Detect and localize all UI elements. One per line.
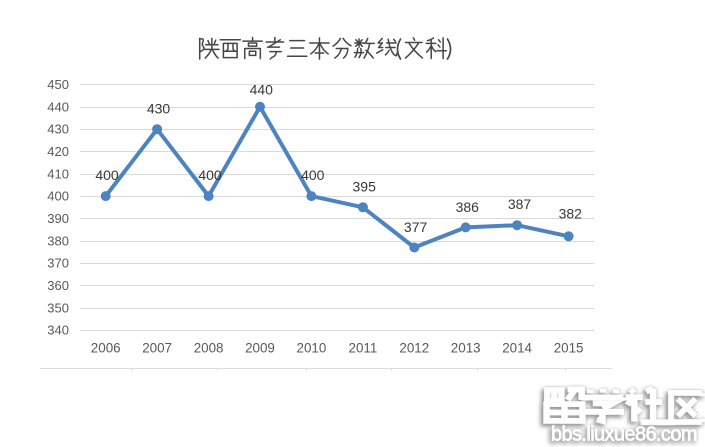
svg-text:360: 360 — [47, 278, 69, 293]
svg-text:2015: 2015 — [554, 341, 584, 356]
svg-text:400: 400 — [95, 167, 119, 183]
svg-text:440: 440 — [250, 82, 274, 98]
svg-text:370: 370 — [47, 256, 69, 271]
svg-text:400: 400 — [47, 189, 69, 204]
svg-text:420: 420 — [47, 144, 69, 159]
svg-text:400: 400 — [198, 167, 222, 183]
svg-text:bbs.liuxue86.com: bbs.liuxue86.com — [551, 424, 698, 446]
svg-text:2007: 2007 — [142, 341, 172, 356]
svg-text:340: 340 — [47, 323, 69, 338]
svg-text:2012: 2012 — [399, 341, 429, 356]
svg-text:2013: 2013 — [451, 341, 481, 356]
svg-text:430: 430 — [147, 101, 171, 117]
svg-text:390: 390 — [47, 211, 69, 226]
svg-text:2014: 2014 — [502, 341, 532, 356]
svg-text:450: 450 — [47, 77, 69, 92]
svg-text:2006: 2006 — [91, 341, 121, 356]
svg-text:430: 430 — [47, 122, 69, 137]
svg-text:2009: 2009 — [245, 341, 275, 356]
svg-text:387: 387 — [508, 196, 532, 212]
svg-text:382: 382 — [559, 205, 583, 221]
svg-text:410: 410 — [47, 166, 69, 181]
svg-text:440: 440 — [47, 99, 69, 114]
svg-text:380: 380 — [47, 233, 69, 248]
svg-text:400: 400 — [301, 167, 325, 183]
svg-text:377: 377 — [404, 219, 428, 235]
svg-text:2011: 2011 — [349, 341, 378, 356]
svg-text:395: 395 — [353, 178, 377, 194]
svg-text:2008: 2008 — [194, 341, 224, 356]
svg-text:2010: 2010 — [297, 341, 327, 356]
svg-text:350: 350 — [47, 300, 69, 315]
svg-text:386: 386 — [456, 199, 480, 215]
